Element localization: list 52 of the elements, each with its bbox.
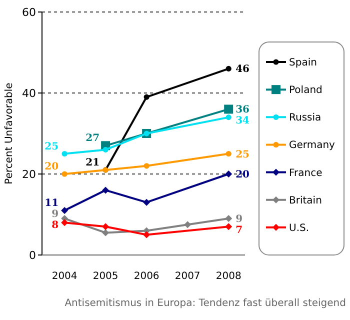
point (225, 170, 232, 178)
x-tick-label: 2005 (92, 271, 118, 282)
data-label: 36 (236, 104, 250, 116)
point (144, 163, 150, 169)
data-label: 25 (236, 149, 250, 160)
y-tick-label: 20 (22, 168, 36, 181)
point (184, 221, 192, 228)
legend-label: U.S. (289, 222, 310, 234)
y-tick-label: 40 (22, 86, 36, 100)
point (224, 104, 234, 114)
point (102, 186, 110, 194)
data-label: 9 (236, 214, 243, 226)
x-tick-label: 2006 (134, 271, 160, 282)
data-label: 8 (52, 220, 59, 231)
point (226, 150, 232, 157)
legend-label: Poland (289, 85, 322, 96)
point (226, 114, 232, 120)
data-label: 11 (44, 198, 59, 209)
x-tick-label: 2008 (216, 271, 242, 282)
point (61, 219, 68, 226)
point (102, 223, 110, 230)
text: Antisemitismus in Europa: Tendenz fast überall steigend (64, 298, 346, 309)
point (61, 206, 68, 214)
point (225, 223, 232, 230)
data-label: 34 (236, 116, 250, 127)
point (62, 150, 68, 157)
x-tick-label: 2007 (174, 271, 200, 282)
point (225, 215, 232, 222)
point (102, 229, 110, 236)
point (143, 231, 150, 238)
point (144, 94, 150, 100)
data-label: 27 (86, 133, 100, 144)
point (62, 171, 68, 177)
legend-label: Spain (289, 58, 317, 68)
data-label: 7 (236, 225, 243, 236)
y-tick-label: 60 (22, 6, 36, 19)
legend-label: France (289, 168, 322, 179)
legend-label: Germany (289, 140, 336, 152)
data-label: 46 (236, 64, 250, 76)
data-label: 20 (44, 162, 59, 172)
legend-label: Britain (289, 195, 322, 206)
data-label: 25 (44, 141, 59, 152)
y-axis-title: Percent Unfavorable (4, 82, 15, 184)
y-tick-label: 0 (29, 248, 36, 262)
data-label: 20 (236, 170, 250, 180)
point (226, 66, 232, 72)
data-label: 21 (86, 157, 100, 168)
legend-label: Russia (289, 112, 322, 124)
x-tick-label: 2004 (52, 271, 78, 282)
point (102, 146, 108, 152)
data-label: 9 (52, 208, 59, 220)
point (143, 198, 150, 206)
